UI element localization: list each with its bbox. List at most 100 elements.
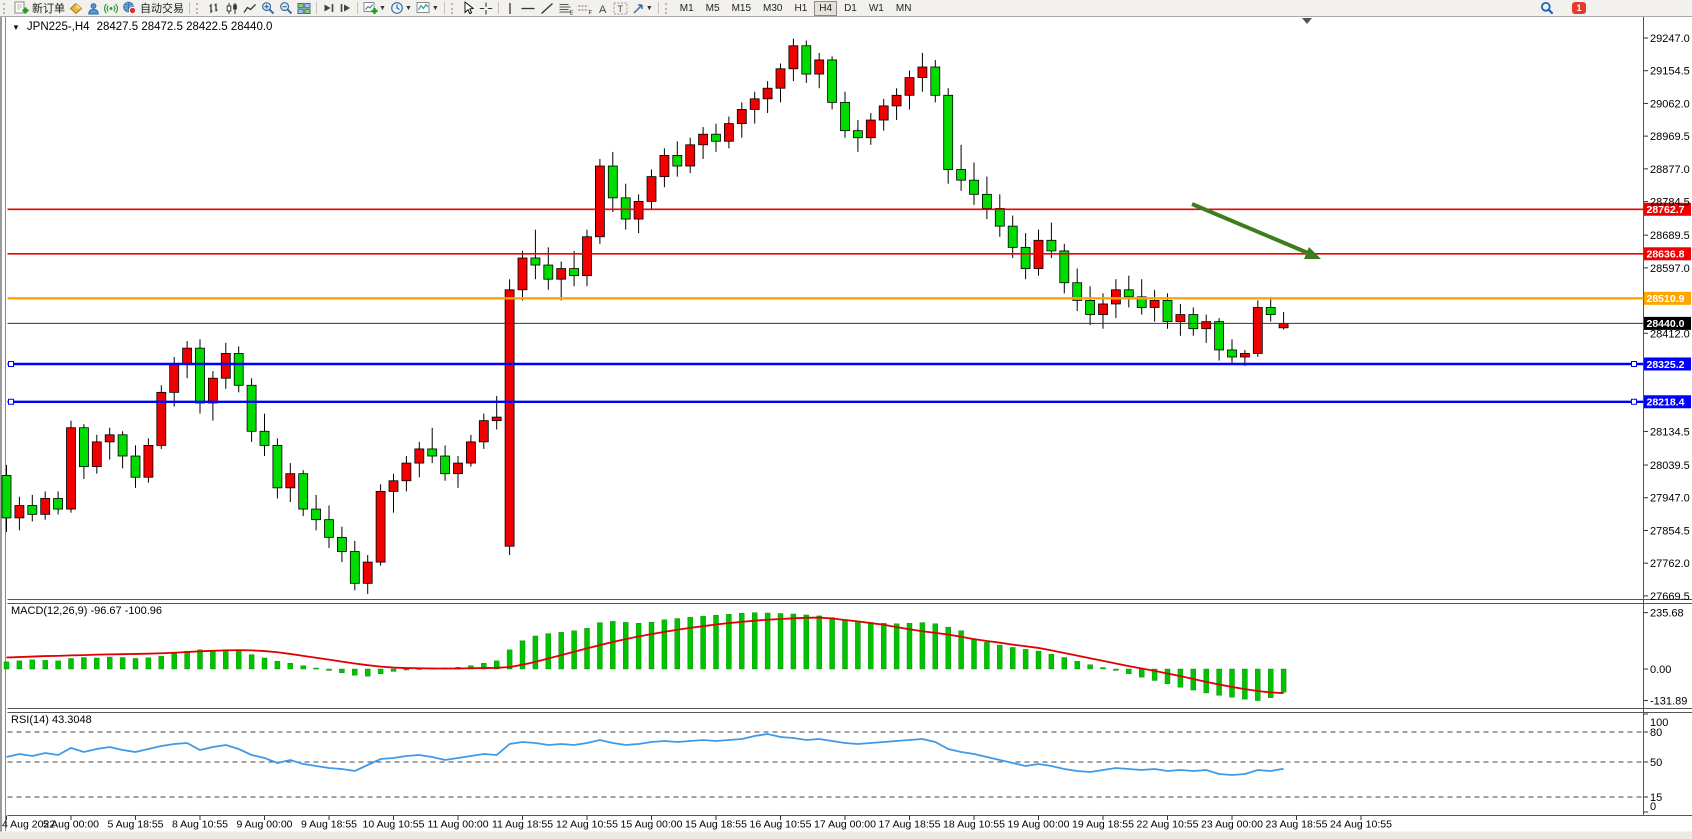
svg-text:27762.0: 27762.0	[1650, 558, 1690, 570]
autotrading-icon	[122, 1, 137, 15]
svg-text:23 Aug 00:00: 23 Aug 00:00	[1201, 819, 1263, 831]
contacts-button[interactable]	[85, 1, 102, 15]
dropdown-caret-icon: ▼	[431, 4, 439, 12]
timeframe-m15-button[interactable]: M15	[731, 2, 752, 14]
timeframe-mn-button[interactable]: MN	[895, 2, 912, 14]
cursor-button[interactable]	[460, 1, 477, 15]
svg-text:28440.0: 28440.0	[1647, 318, 1685, 330]
zoom-in-button[interactable]	[259, 1, 277, 15]
search-icon	[1540, 1, 1554, 15]
svg-text:18 Aug 10:55: 18 Aug 10:55	[943, 819, 1005, 831]
line-chart-button[interactable]	[241, 1, 259, 15]
zoom-out-button[interactable]	[277, 1, 295, 15]
bar-chart-icon	[207, 2, 221, 15]
svg-text:27947.0: 27947.0	[1650, 493, 1690, 505]
crosshair-button[interactable]	[477, 1, 495, 15]
signals-button[interactable]	[102, 1, 120, 15]
svg-text:28134.5: 28134.5	[1650, 426, 1690, 438]
svg-text:27669.5: 27669.5	[1650, 591, 1690, 603]
channel-icon: F	[577, 2, 592, 15]
vertical-line-button[interactable]	[502, 1, 518, 15]
autotrading-button[interactable]: 自动交易	[120, 1, 186, 15]
svg-text:23 Aug 18:55: 23 Aug 18:55	[1266, 819, 1328, 831]
templates-button[interactable]: ▼	[414, 1, 441, 15]
notifications-button[interactable]: 1	[1570, 1, 1588, 15]
svg-text:29062.0: 29062.0	[1650, 98, 1690, 110]
svg-text:29154.5: 29154.5	[1650, 66, 1690, 78]
autotrading-label: 自动交易	[140, 3, 184, 15]
svg-text:28325.2: 28325.2	[1647, 359, 1685, 371]
toolbar-separator	[657, 2, 659, 14]
channel-button[interactable]: F	[575, 1, 594, 15]
svg-text:8 Aug 10:55: 8 Aug 10:55	[172, 819, 228, 831]
timeframe-m30-button[interactable]: M30	[763, 2, 783, 14]
timeframe-h4-button[interactable]: H4	[814, 0, 838, 16]
chart-menu-triangle-icon[interactable]: ▼	[12, 22, 20, 32]
dropdown-caret-icon: ▼	[404, 4, 412, 12]
candlestick-chart-button[interactable]	[223, 1, 241, 15]
svg-text:16 Aug 10:55: 16 Aug 10:55	[750, 819, 812, 831]
toolbar-grip[interactable]	[3, 2, 9, 14]
new-order-button[interactable]: 新订单	[12, 1, 67, 15]
timeframe-m1-button[interactable]: M1	[679, 2, 694, 14]
svg-text:15 Aug 18:55: 15 Aug 18:55	[685, 819, 747, 831]
new-order-label: 新订单	[32, 3, 65, 15]
deposit-button[interactable]	[67, 1, 85, 15]
tile-windows-button[interactable]	[295, 1, 313, 15]
svg-text:E: E	[569, 10, 573, 15]
chart-shift-icon	[339, 2, 352, 14]
arrows-button[interactable]: ▼	[630, 1, 655, 15]
svg-text:12 Aug 10:55: 12 Aug 10:55	[556, 819, 618, 831]
svg-text:F: F	[588, 10, 592, 15]
svg-text:17 Aug 00:00: 17 Aug 00:00	[814, 819, 876, 831]
new-chart-button[interactable]: ▼	[361, 1, 388, 15]
svg-text:235.68: 235.68	[1650, 608, 1684, 620]
chart-shift-button[interactable]	[337, 1, 354, 15]
arrow-shape-icon	[632, 2, 645, 15]
text-button[interactable]: A	[594, 1, 611, 15]
search-button[interactable]	[1538, 1, 1556, 15]
toolbar-grip[interactable]	[196, 2, 202, 14]
trendline-button[interactable]	[538, 1, 556, 15]
horizontal-line-button[interactable]	[518, 1, 538, 15]
text-label-icon: T	[613, 2, 628, 15]
dropdown-caret-icon: ▼	[645, 4, 653, 12]
timeframe-d1-button[interactable]: D1	[844, 2, 857, 14]
bar-chart-button[interactable]	[205, 1, 223, 15]
trendline-icon	[540, 2, 554, 15]
line-chart-icon	[243, 2, 257, 15]
svg-text:10 Aug 10:55: 10 Aug 10:55	[363, 819, 425, 831]
svg-text:17 Aug 18:55: 17 Aug 18:55	[879, 819, 941, 831]
periods-button[interactable]: ▼	[388, 1, 414, 15]
svg-text:28597.0: 28597.0	[1650, 263, 1690, 275]
svg-text:28762.7: 28762.7	[1647, 204, 1685, 216]
svg-text:15 Aug 00:00: 15 Aug 00:00	[621, 819, 683, 831]
notification-bubble-icon: 1	[1572, 2, 1586, 14]
svg-text:28969.5: 28969.5	[1650, 131, 1690, 143]
svg-text:27854.5: 27854.5	[1650, 525, 1690, 537]
clock-icon	[390, 1, 404, 15]
new-order-icon	[14, 1, 29, 15]
tile-windows-icon	[297, 2, 311, 15]
timeframe-m5-button[interactable]: M5	[705, 2, 720, 14]
text-label-button[interactable]: T	[611, 1, 630, 15]
toolbar-grip[interactable]	[664, 2, 671, 14]
timeframe-h1-button[interactable]: H1	[794, 2, 808, 14]
svg-text:11 Aug 00:00: 11 Aug 00:00	[427, 819, 488, 831]
toolbar: 新订单 自动交易	[0, 0, 1692, 17]
fibonacci-button[interactable]: E	[556, 1, 575, 15]
svg-text:0: 0	[1650, 801, 1656, 813]
fibonacci-icon: E	[558, 2, 573, 15]
toolbar-separator	[497, 2, 499, 14]
svg-text:100: 100	[1650, 717, 1668, 729]
timeframe-w1-button[interactable]: W1	[868, 2, 884, 14]
svg-text:24 Aug 10:55: 24 Aug 10:55	[1330, 819, 1392, 831]
autoscroll-button[interactable]	[320, 1, 337, 15]
svg-text:0.00: 0.00	[1650, 664, 1671, 676]
svg-text:22 Aug 10:55: 22 Aug 10:55	[1137, 819, 1199, 831]
autoscroll-icon	[322, 2, 335, 14]
svg-text:28412.0: 28412.0	[1650, 328, 1690, 340]
toolbar-grip[interactable]	[450, 2, 457, 14]
